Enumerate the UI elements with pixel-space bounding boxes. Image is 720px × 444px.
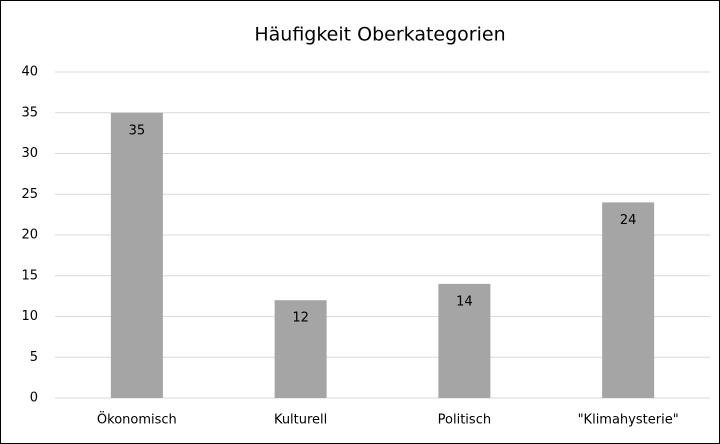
data-label: 12	[292, 311, 309, 326]
y-tick-label: 15	[21, 268, 38, 283]
y-tick-label: 20	[21, 228, 38, 243]
data-label: 24	[620, 213, 637, 228]
x-tick-label: "Klimahysterie"	[578, 413, 679, 428]
bar	[602, 202, 655, 398]
x-tick-label: Politisch	[438, 413, 491, 428]
y-tick-label: 0	[30, 391, 38, 406]
data-label: 14	[456, 294, 473, 309]
x-tick-label: Ökonomisch	[97, 411, 177, 428]
x-tick-label: Kulturell	[274, 413, 327, 428]
chart-title: Häufigkeit Oberkategorien	[254, 24, 505, 46]
data-label: 35	[129, 123, 146, 138]
y-tick-label: 30	[21, 146, 38, 161]
y-tick-label: 25	[21, 187, 38, 202]
y-tick-label: 5	[30, 350, 38, 365]
bar	[110, 112, 163, 398]
bar	[438, 283, 491, 398]
y-tick-label: 35	[21, 105, 38, 120]
y-tick-label: 40	[21, 65, 38, 80]
bar	[274, 300, 327, 398]
y-tick-label: 10	[21, 309, 38, 324]
